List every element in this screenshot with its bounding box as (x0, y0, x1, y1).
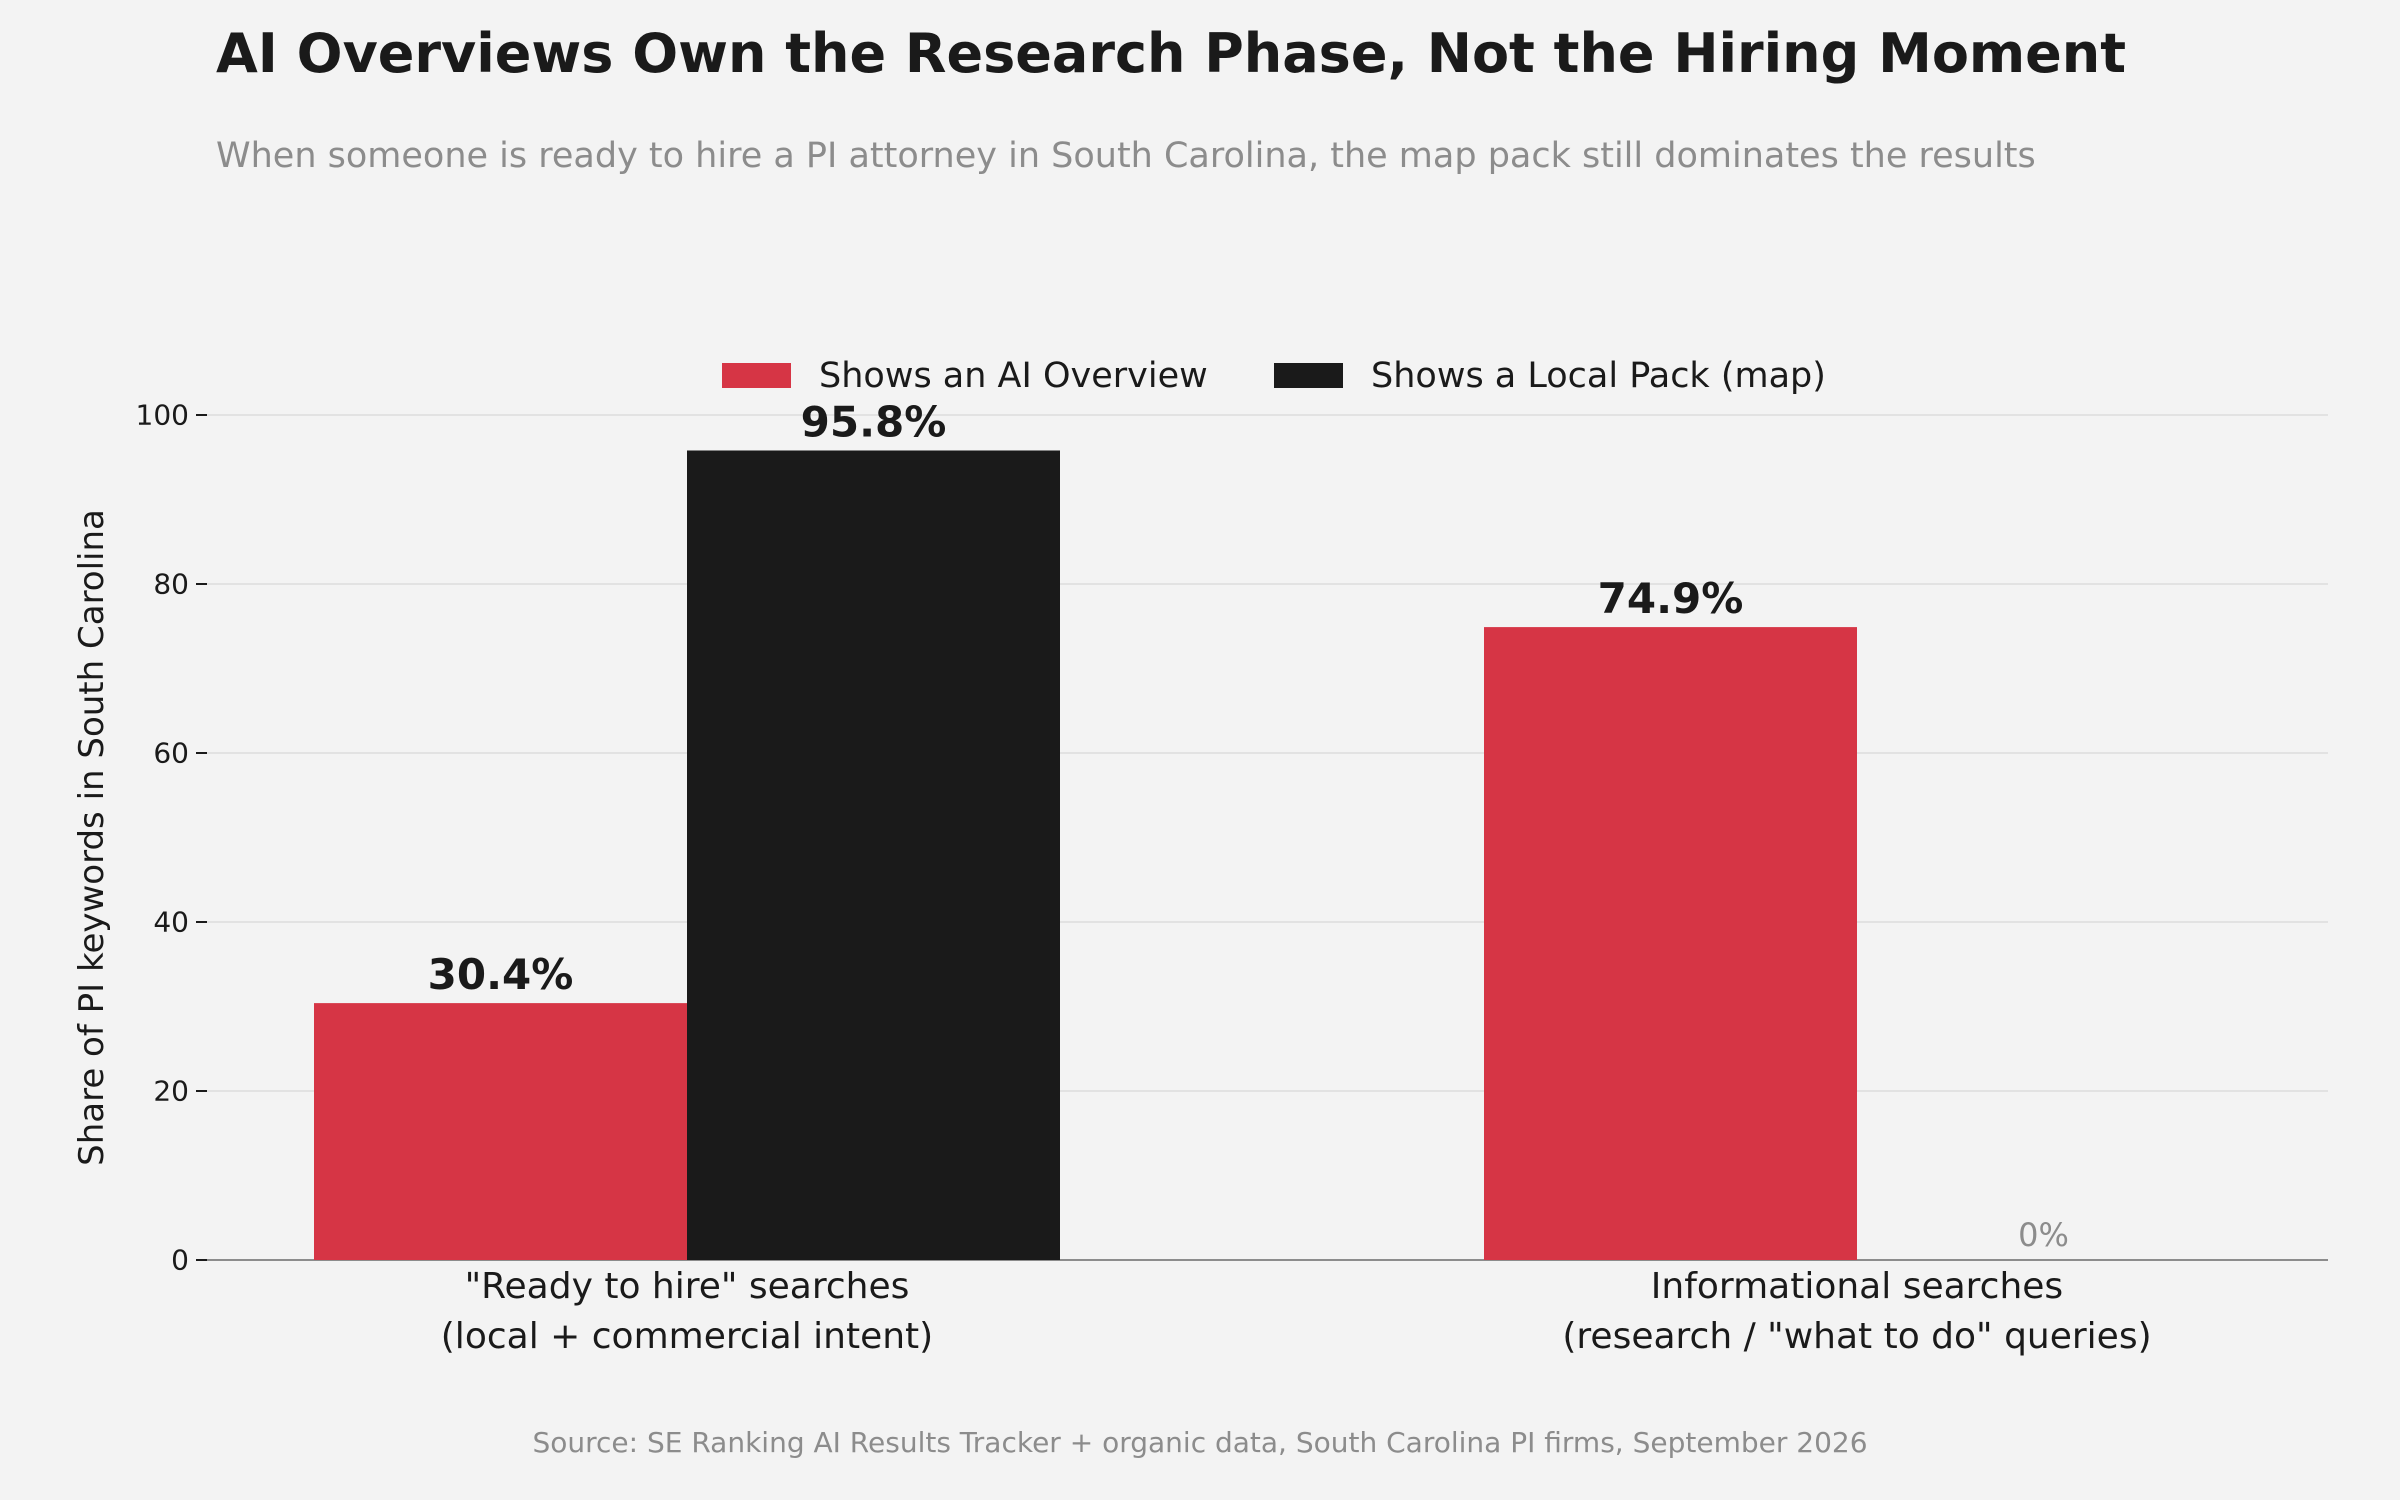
chart-title: AI Overviews Own the Research Phase, Not… (216, 22, 2127, 85)
chart-subtitle: When someone is ready to hire a PI attor… (216, 136, 2036, 176)
bar-1-series-2 (687, 450, 1060, 1260)
bar-1-series-1 (314, 1003, 687, 1260)
y-tick-label-80: 80 (153, 568, 189, 601)
data-label-1-series-2: 95.8% (801, 397, 947, 446)
data-label-1-series-1: 30.4% (428, 950, 574, 999)
legend-swatch-1 (722, 363, 791, 388)
source-note: Source: SE Ranking AI Results Tracker + … (532, 1426, 1868, 1459)
legend-label-2: Shows a Local Pack (map) (1371, 356, 1826, 396)
bar-2-series-1 (1484, 627, 1857, 1260)
y-tick-label-0: 0 (171, 1244, 189, 1277)
x-tick-label-1-line-2: (local + commercial intent) (441, 1316, 933, 1357)
x-tick-label-2-line-1: Informational searches (1651, 1266, 2063, 1307)
x-tick-label-2-line-2: (research / "what to do" queries) (1562, 1316, 2151, 1357)
y-axis-label: Share of PI keywords in South Carolina (72, 509, 112, 1166)
legend-label-1: Shows an AI Overview (819, 356, 1208, 396)
x-tick-label-1-line-1: "Ready to hire" searches (465, 1266, 910, 1307)
y-tick-label-60: 60 (153, 737, 189, 770)
data-label-2-series-1: 74.9% (1598, 574, 1744, 623)
data-label-2-series-2: 0% (2018, 1216, 2069, 1254)
y-tick-label-20: 20 (153, 1075, 189, 1108)
y-tick-label-40: 40 (153, 906, 189, 939)
y-tick-label-100: 100 (136, 399, 189, 432)
legend-swatch-2 (1274, 363, 1343, 388)
